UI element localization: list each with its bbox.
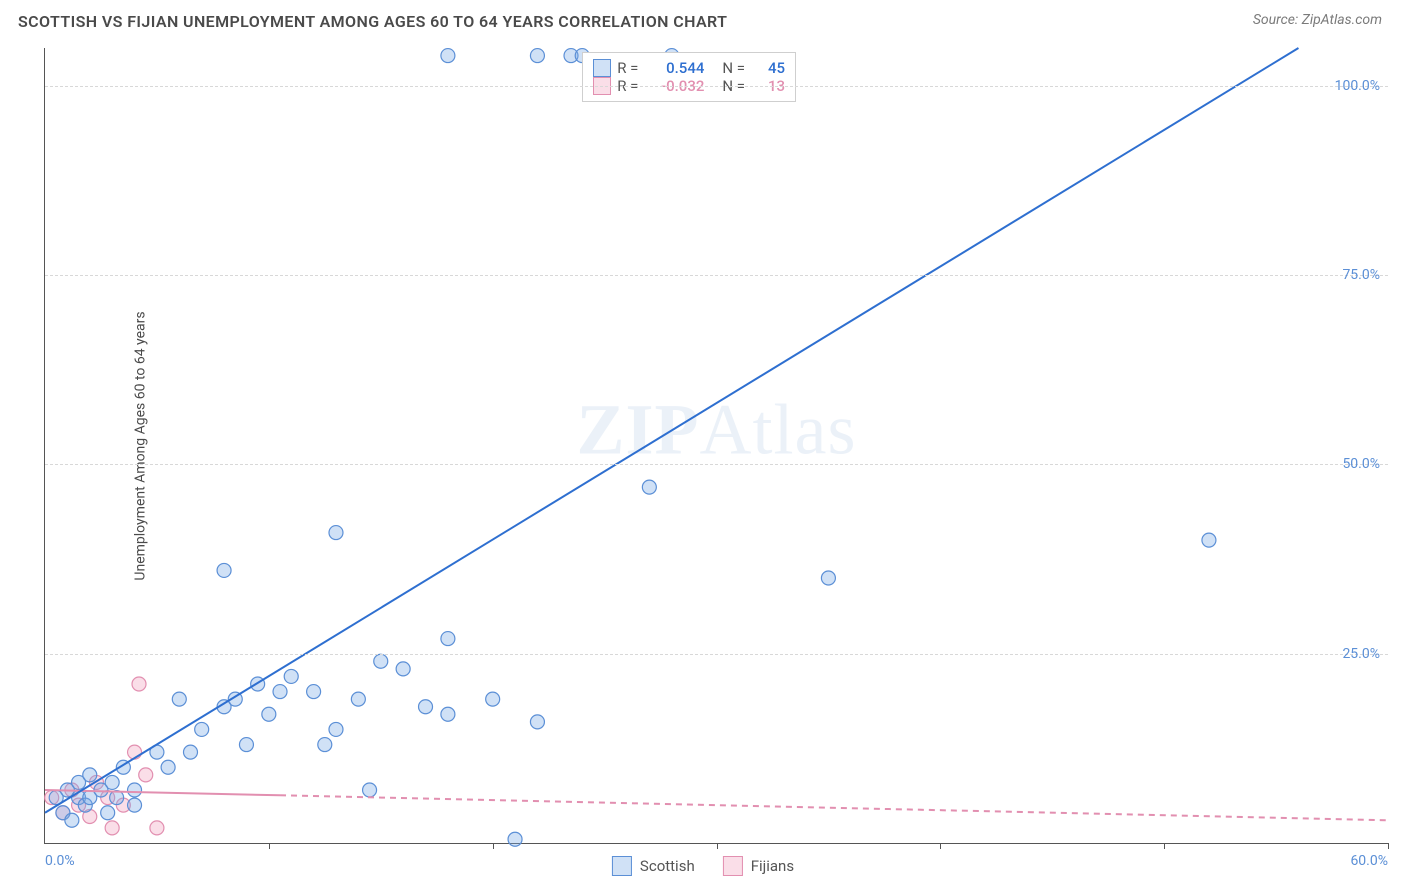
scottish-point bbox=[105, 775, 119, 789]
scottish-point bbox=[239, 738, 253, 752]
y-tick-label: 100.0% bbox=[1335, 78, 1380, 94]
fijians-point bbox=[139, 768, 153, 782]
scottish-point bbox=[101, 806, 115, 820]
stats-r-label: R = bbox=[617, 59, 638, 77]
gridline-h bbox=[45, 275, 1388, 276]
scottish-point bbox=[172, 692, 186, 706]
scottish-point bbox=[486, 692, 500, 706]
y-tick-label: 75.0% bbox=[1342, 267, 1380, 283]
x-tick-mark bbox=[1164, 843, 1165, 849]
y-tick-label: 50.0% bbox=[1342, 456, 1380, 472]
scottish-point bbox=[374, 654, 388, 668]
stats-n-value: 45 bbox=[751, 59, 785, 77]
y-tick-label: 25.0% bbox=[1342, 646, 1380, 662]
scottish-point bbox=[441, 49, 455, 63]
x-tick-mark bbox=[1388, 843, 1389, 849]
scottish-point bbox=[183, 745, 197, 759]
stats-r-value: 0.544 bbox=[644, 59, 704, 77]
scottish-point bbox=[642, 480, 656, 494]
scottish-point bbox=[284, 669, 298, 683]
scottish-point bbox=[217, 563, 231, 577]
scottish-point bbox=[1202, 533, 1216, 547]
chart-source: Source: ZipAtlas.com bbox=[1253, 12, 1382, 28]
gridline-h bbox=[45, 464, 1388, 465]
gridline-h bbox=[45, 654, 1388, 655]
legend-item-fijians: Fijians bbox=[723, 856, 794, 876]
chart-plot-area: ZIPAtlas R =0.544N =45R =-0.032N =13 0.0… bbox=[44, 48, 1388, 844]
x-tick-mark bbox=[493, 843, 494, 849]
scottish-point bbox=[441, 632, 455, 646]
x-tick-mark bbox=[717, 843, 718, 849]
scottish-regression-line bbox=[45, 48, 1298, 813]
scottish-point bbox=[530, 49, 544, 63]
scottish-point bbox=[329, 526, 343, 540]
gridline-h bbox=[45, 86, 1388, 87]
x-tick-mark bbox=[269, 843, 270, 849]
scottish-point bbox=[508, 832, 522, 846]
scottish-point bbox=[821, 571, 835, 585]
scottish-point bbox=[419, 700, 433, 714]
scottish-point bbox=[83, 768, 97, 782]
fijians-point bbox=[105, 821, 119, 835]
x-axis-end-label: 60.0% bbox=[1350, 853, 1388, 869]
scottish-point bbox=[161, 760, 175, 774]
legend-label-scottish: Scottish bbox=[640, 857, 695, 875]
header-row: SCOTTISH VS FIJIAN UNEMPLOYMENT AMONG AG… bbox=[0, 0, 1406, 39]
series-legend: Scottish Fijians bbox=[612, 856, 794, 876]
correlation-stats-box: R =0.544N =45R =-0.032N =13 bbox=[582, 52, 796, 102]
scottish-point bbox=[307, 685, 321, 699]
legend-swatch-scottish bbox=[612, 856, 632, 876]
legend-label-fijians: Fijians bbox=[751, 857, 794, 875]
scatter-svg bbox=[45, 48, 1388, 843]
fijians-point bbox=[150, 821, 164, 835]
stats-n-label: N = bbox=[722, 59, 745, 77]
stats-row-scottish: R = 0.544 N = 45 bbox=[593, 59, 785, 77]
fijians-regression-dashed bbox=[280, 795, 1388, 820]
scottish-point bbox=[65, 813, 79, 827]
x-axis-start-label: 0.0% bbox=[45, 853, 75, 869]
scottish-point bbox=[329, 722, 343, 736]
scottish-point bbox=[396, 662, 410, 676]
scottish-point bbox=[530, 715, 544, 729]
scottish-point bbox=[262, 707, 276, 721]
scottish-point bbox=[128, 783, 142, 797]
legend-item-scottish: Scottish bbox=[612, 856, 695, 876]
scottish-point bbox=[441, 707, 455, 721]
scottish-point bbox=[351, 692, 365, 706]
x-tick-mark bbox=[940, 843, 941, 849]
chart-title: SCOTTISH VS FIJIAN UNEMPLOYMENT AMONG AG… bbox=[18, 12, 727, 31]
scottish-point bbox=[318, 738, 332, 752]
scottish-point bbox=[273, 685, 287, 699]
legend-swatch-fijians bbox=[723, 856, 743, 876]
fijians-point bbox=[132, 677, 146, 691]
scottish-point bbox=[195, 722, 209, 736]
scottish-point bbox=[128, 798, 142, 812]
stats-swatch-scottish bbox=[593, 59, 611, 77]
scottish-point bbox=[363, 783, 377, 797]
